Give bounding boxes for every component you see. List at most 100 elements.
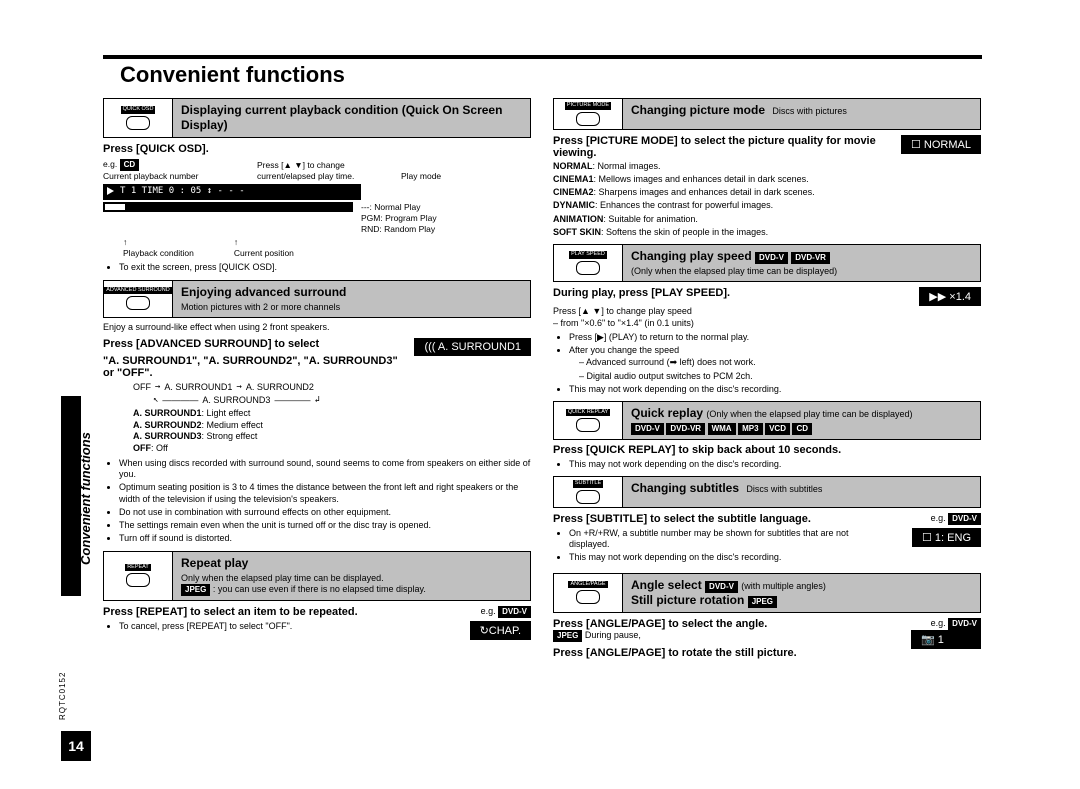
title-text: Changing play speed	[631, 249, 752, 263]
instruction: Press [QUICK OSD].	[103, 143, 531, 155]
label-press-arrows: Press [▲ ▼] to change current/elapsed pl…	[257, 160, 397, 182]
osd-progress	[103, 202, 353, 212]
button-icon-surround: ADVANCED SURROUND	[104, 281, 173, 317]
button-icon-speed: PLAY SPEED	[554, 245, 623, 281]
section-picture: PICTURE MODE Changing picture mode Discs…	[553, 98, 981, 130]
eg: e.g.	[481, 606, 496, 616]
eg-tag: CD	[120, 159, 140, 171]
button-icon-angle: ANGLE/PAGE	[554, 574, 623, 612]
instruction: Press [SUBTITLE] to select the subtitle …	[553, 513, 981, 525]
tag: JPEG	[748, 596, 777, 608]
button-icon-repeat: REPEAT	[104, 552, 173, 600]
right-column: PICTURE MODE Changing picture mode Discs…	[553, 92, 981, 659]
section-subtitle: SUBTITLE Changing subtitles Discs with s…	[553, 476, 981, 508]
title-text: Enjoying advanced surround	[181, 285, 346, 299]
intro: Enjoy a surround-like effect when using …	[103, 322, 531, 333]
badge-eng: ☐ 1: ENG	[912, 528, 981, 547]
subtitle: Discs with subtitles	[746, 484, 822, 494]
bullet: To exit the screen, press [QUICK OSD].	[119, 262, 531, 273]
cycle-item: A. SURROUND1	[164, 382, 232, 392]
bullet: Optimum seating position is 3 to 4 times…	[119, 482, 531, 505]
bullet: Do not use in combination with surround …	[119, 507, 531, 518]
label-modes: ---: Normal Play PGM: Program Play RND: …	[361, 202, 437, 235]
instruction: Press [REPEAT] to select an item to be r…	[103, 606, 531, 618]
btn-shape	[126, 573, 150, 587]
btn-label: QUICK OSD	[121, 106, 156, 114]
bullet: This may not work depending on the disc'…	[569, 384, 981, 395]
options: "A. SURROUND1", "A. SURROUND2", "A. SURR…	[103, 355, 531, 379]
btn-shape	[126, 116, 150, 130]
side-label: Convenient functions	[78, 432, 93, 565]
desc: A. SURROUND2: Medium effect	[133, 420, 531, 432]
bullet: On +R/+RW, a subtitle number may be show…	[569, 528, 881, 551]
subtitle: Motion pictures with 2 or more channels	[181, 302, 522, 313]
bullet: Press [▶] (PLAY) to return to the normal…	[569, 332, 981, 343]
section-title: Quick replay (Only when the elapsed play…	[623, 402, 980, 439]
subtitle: Only when the elapsed play time can be d…	[634, 266, 834, 276]
subtitle: Discs with pictures	[772, 106, 847, 116]
eg-tag: DVD-V	[498, 606, 531, 618]
subtitle: (with multiple angles)	[741, 581, 826, 591]
label-curpos: Current position	[234, 248, 294, 258]
btn-shape	[576, 112, 600, 126]
btn-label: REPEAT	[125, 564, 151, 572]
section-title: Displaying current playback condition (Q…	[173, 99, 530, 137]
section-replay: QUICK REPLAY Quick replay (Only when the…	[553, 401, 981, 440]
eg-tag: DVD-V	[948, 513, 981, 525]
button-icon-picture: PICTURE MODE	[554, 99, 623, 129]
desc: SOFT SKIN: Softens the skin of people in…	[553, 227, 981, 238]
section-speed: PLAY SPEED Changing play speed DVD-V DVD…	[553, 244, 981, 282]
badge-normal: ☐ NORMAL	[901, 135, 981, 154]
line: – from "×0.6" to "×1.4" (in 0.1 units)	[553, 318, 981, 329]
section-title: Repeat play Only when the elapsed play t…	[173, 552, 530, 600]
sub-bullet: Advanced surround (➡ left) does not work…	[579, 357, 981, 368]
tag: DVD-V	[755, 252, 788, 264]
bullet: This may not work depending on the disc'…	[569, 552, 881, 563]
cycle-diagram: OFF→ A. SURROUND1→ A. SURROUND2	[133, 382, 531, 392]
btn-shape	[576, 261, 600, 275]
cycle-item: A. SURROUND3	[202, 395, 270, 405]
label-curnum: Current playback number	[103, 171, 253, 182]
top-rule	[103, 55, 982, 59]
bullets: On +R/+RW, a subtitle number may be show…	[569, 528, 881, 564]
desc: CINEMA1: Mellows images and enhances det…	[553, 174, 981, 185]
line: Press [▲ ▼] to change play speed	[553, 306, 981, 317]
btn-label: PLAY SPEED	[569, 251, 607, 259]
page: Convenient functions Convenient function…	[0, 0, 1080, 789]
osd-bar: T 1 TIME 0 : 05 ↕ - - -	[103, 184, 361, 200]
btn-shape	[576, 418, 600, 432]
label-cond: Playback condition	[123, 248, 194, 258]
desc: CINEMA2: Sharpens images and enhances de…	[553, 187, 981, 198]
doc-code: RQTC0152	[58, 672, 67, 720]
eg-tag: DVD-V	[948, 618, 981, 630]
instruction: During play, press [PLAY SPEED].	[553, 287, 981, 299]
bullets: This may not work depending on the disc'…	[569, 459, 981, 470]
section-title: Angle select DVD-V (with multiple angles…	[623, 574, 980, 612]
bullets: When using discs recorded with surround …	[119, 458, 531, 545]
badge-chap: ↻CHAP.	[470, 621, 531, 640]
btn-label: PICTURE MODE	[565, 102, 611, 110]
section-title: Enjoying advanced surround Motion pictur…	[173, 281, 530, 317]
label-playmode: Play mode	[401, 171, 521, 182]
tag: DVD-VR	[666, 423, 705, 435]
eg-label: e.g.	[103, 159, 117, 169]
title-text: Repeat play	[181, 556, 248, 570]
tag: DVD-V	[631, 423, 664, 435]
left-column: QUICK OSD Displaying current playback co…	[103, 92, 531, 659]
tag: MP3	[738, 423, 762, 435]
bullet: After you change the speed Advanced surr…	[569, 345, 981, 382]
bullet: Turn off if sound is distorted.	[119, 533, 531, 544]
page-number: 14	[61, 731, 91, 761]
eg: e.g.	[931, 513, 946, 523]
section-title: Changing subtitles Discs with subtitles	[623, 477, 980, 507]
btn-label: ADVANCED SURROUND	[104, 287, 171, 295]
eg: e.g.	[931, 618, 946, 628]
section-repeat: REPEAT Repeat play Only when the elapsed…	[103, 551, 531, 601]
tag-jpeg: JPEG	[181, 584, 210, 596]
badge-angle: 📷 1	[911, 630, 981, 649]
bullet: When using discs recorded with surround …	[119, 458, 531, 481]
badge-speed: ▶▶ ×1.4	[919, 287, 981, 306]
btn-label: SUBTITLE	[573, 480, 603, 488]
osd-bar-text: T 1 TIME 0 : 05 ↕ - - -	[120, 186, 245, 196]
desc: DYNAMIC: Enhances the contrast for power…	[553, 200, 981, 211]
